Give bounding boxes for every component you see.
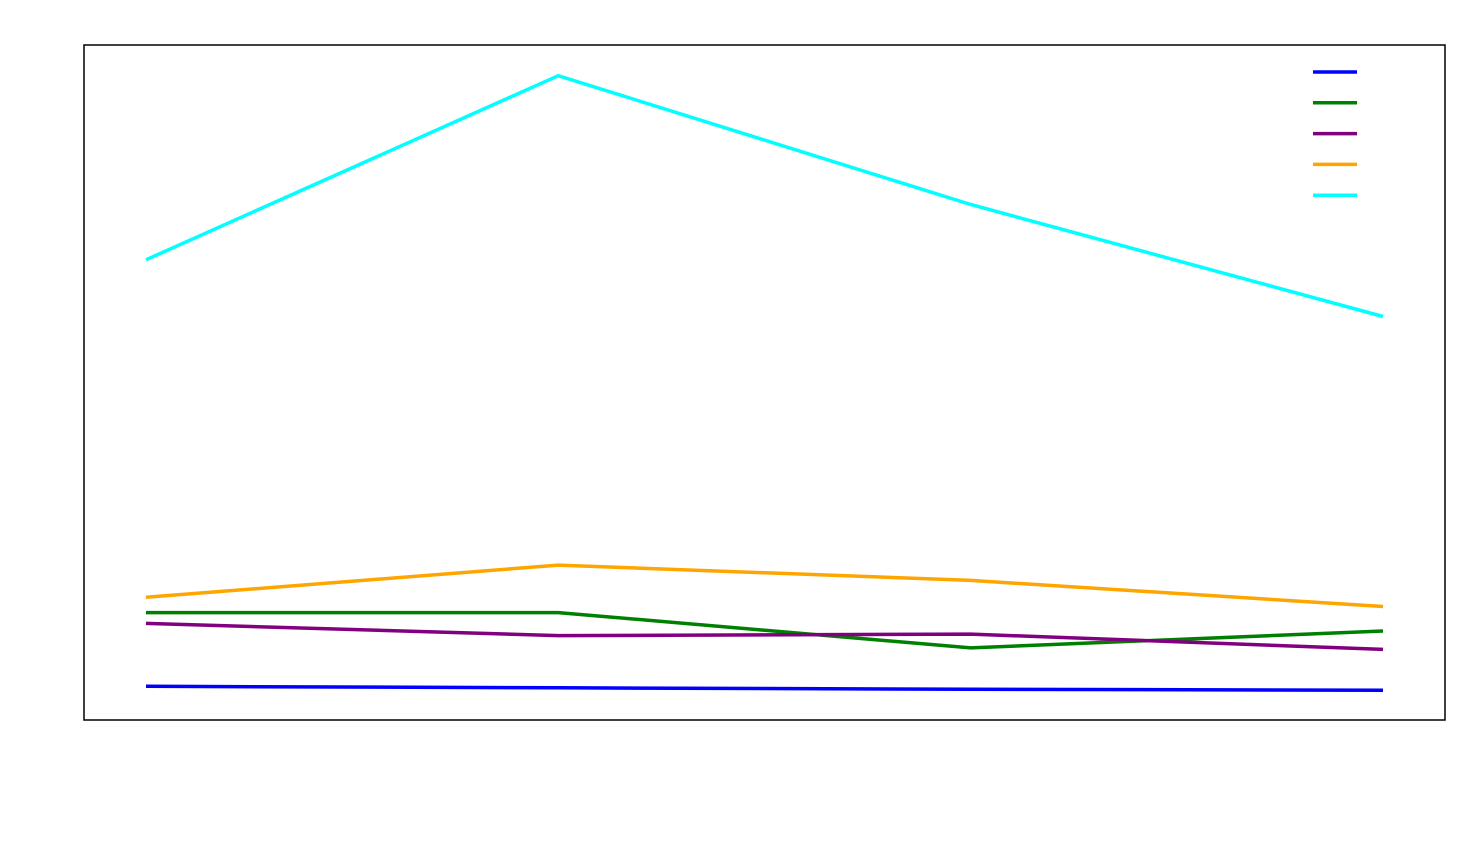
series-layer — [145, 73, 1384, 692]
series-line-2 — [146, 610, 1384, 650]
legend — [1313, 70, 1357, 197]
series-line-4 — [145, 563, 1384, 609]
series-line-5 — [145, 73, 1384, 319]
series-line-1 — [145, 684, 1384, 692]
plot-area-frame — [83, 44, 1446, 721]
series-line-3 — [145, 621, 1384, 652]
